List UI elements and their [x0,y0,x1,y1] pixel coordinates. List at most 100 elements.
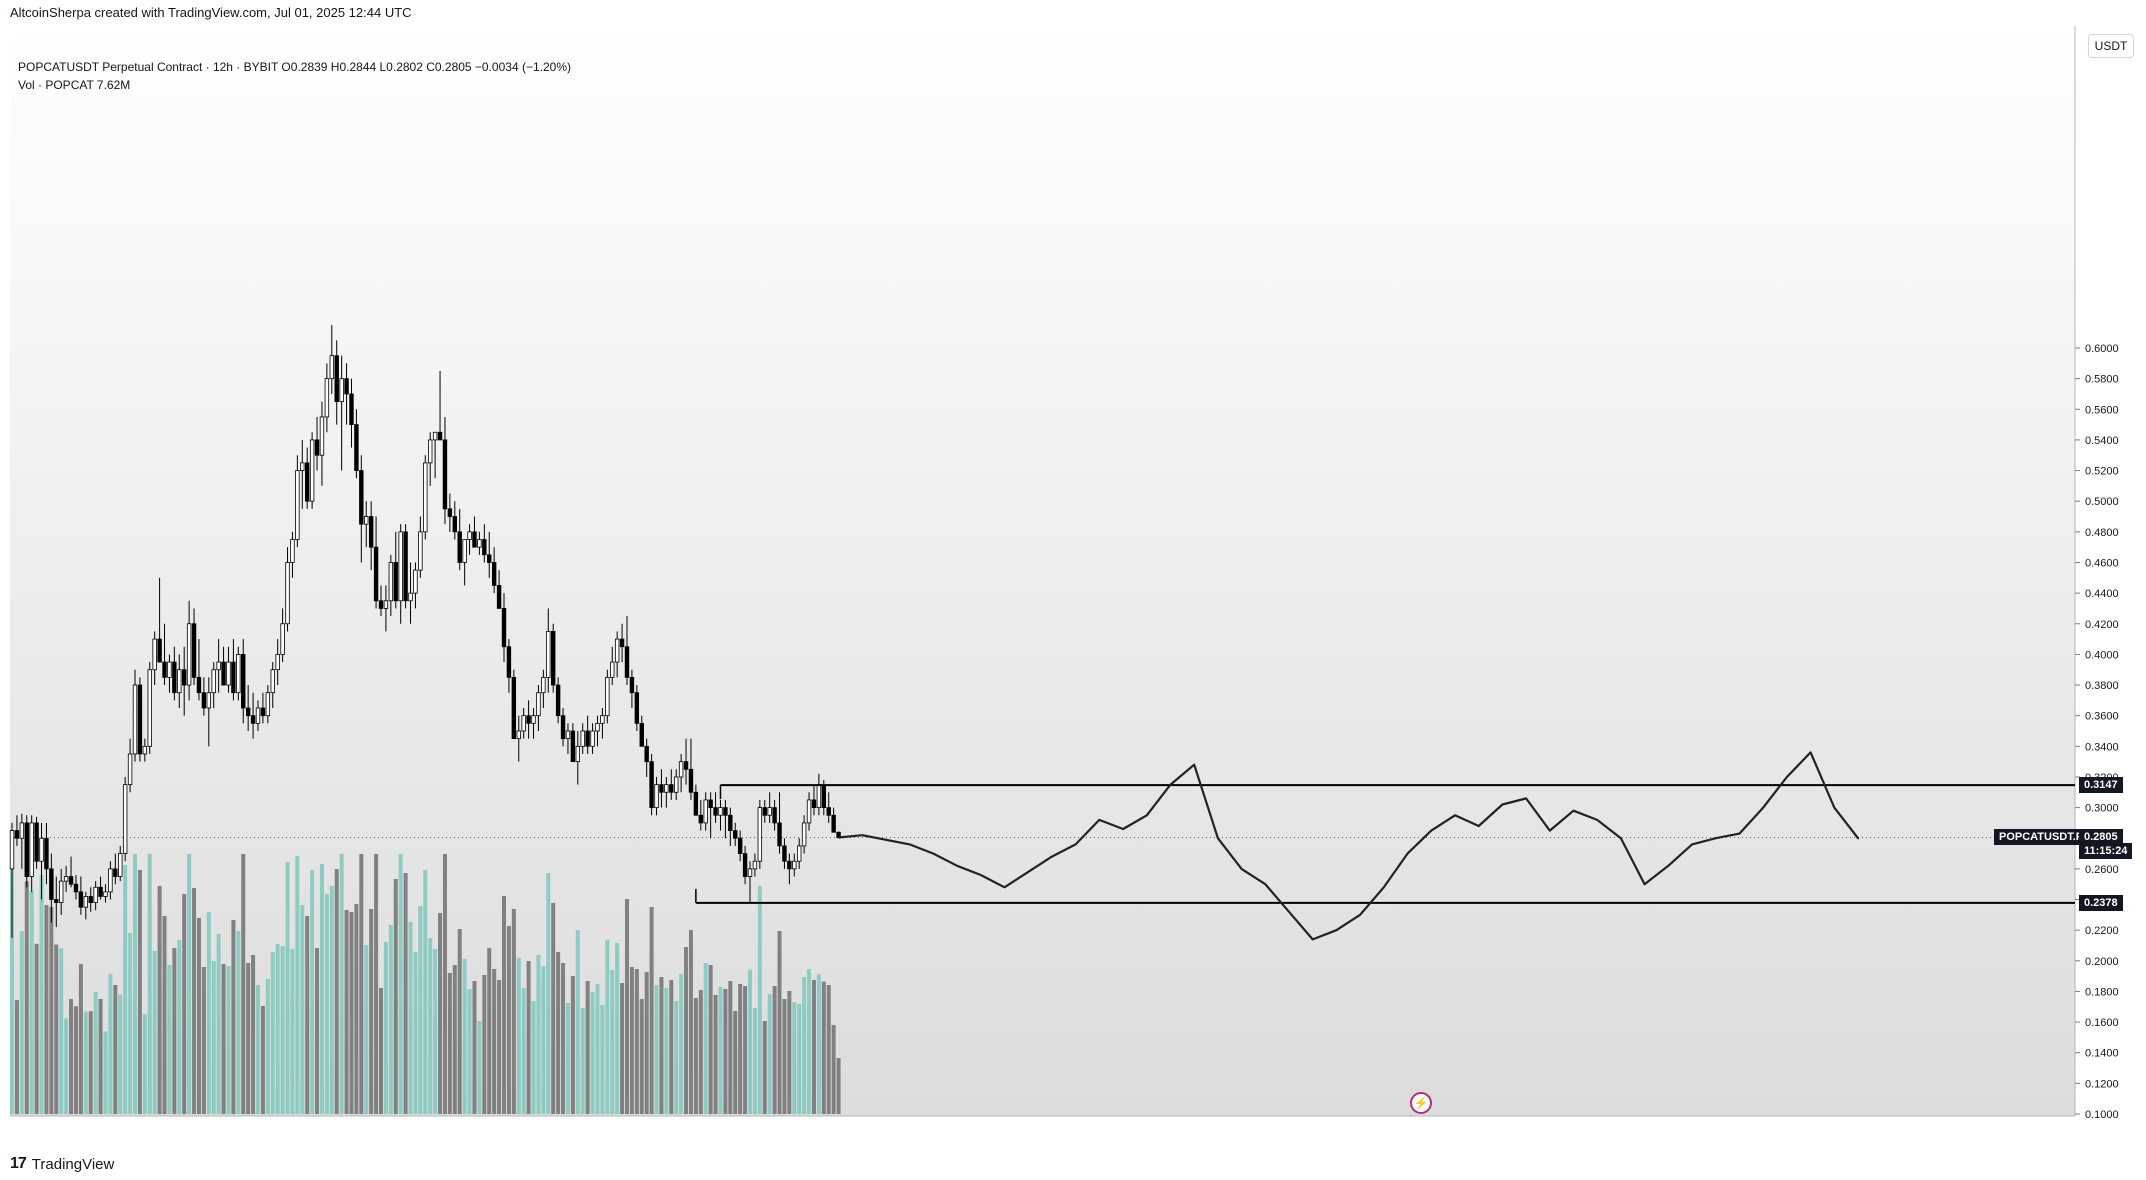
volume-legend[interactable]: Vol · POPCAT 7.62M [18,78,131,92]
volume-bar [703,963,708,1114]
volume-bar [590,992,595,1114]
candle-body [255,707,261,724]
volume-bar [728,981,733,1114]
volume-bar [359,854,364,1114]
candle-body [403,531,408,602]
volume-bar [546,873,551,1114]
candle-body [452,516,457,533]
candle-body [477,539,482,548]
candle-body [196,676,202,694]
candle-body [226,661,231,686]
candle-body [98,886,103,897]
volume-bar [383,942,388,1114]
candle-body [162,661,167,678]
volume-bar [442,854,447,1114]
volume-bar [251,955,256,1114]
candle-body [634,692,640,724]
volume-bar [836,1058,841,1114]
candle-body [693,791,699,816]
candle-body [383,600,389,609]
candle-body [319,416,325,456]
volume-bar [280,946,285,1114]
tradingview-logo-icon: 17 [10,1155,27,1172]
candle-body [683,761,689,770]
bar-countdown-tag: 11:15:24 [2079,843,2133,860]
candle-body [688,768,694,793]
symbol-legend[interactable]: POPCATUSDT Perpetual Contract · 12h · BY… [18,60,571,74]
candle-body [413,569,418,594]
volume-bar [54,944,59,1114]
projection-drawing[interactable] [837,751,1860,941]
volume-bar [600,1005,605,1114]
volume-bar [792,1002,797,1114]
candle-body [472,531,477,548]
volume-bar [585,981,590,1114]
candle-body [772,807,777,824]
volume-bar [743,986,748,1114]
candle-body [68,876,74,885]
candle-body [821,784,826,808]
volume-bar [477,1021,482,1114]
candle-body [34,822,39,862]
candle-body [782,845,787,862]
volume-bar [49,907,54,1114]
plot-background [10,26,2075,1116]
volume-bar [664,988,669,1114]
candle-body [206,692,211,709]
price-tick-label: 0.4400 [2085,588,2119,600]
candle-body [733,830,738,839]
volume-bar [610,970,615,1114]
candle-body [826,807,831,816]
volume-bar [305,916,310,1114]
volume-bar [192,888,197,1114]
candle-body [147,669,152,747]
candle-body [629,676,635,694]
volume-bar [265,979,270,1114]
price-tick-label: 0.1800 [2085,986,2119,998]
chart-canvas[interactable]: 0.6000 0.5800 0.5600 0.5400 0.5200 0.5000 0.48… [0,26,2146,1122]
price-tick-label: 0.4000 [2085,649,2119,661]
volume-bar [757,886,762,1114]
volume-bar [133,854,137,1114]
volume-bar [679,974,684,1114]
lightning-icon[interactable]: ⚡ [1410,1092,1432,1114]
candle-body [309,439,315,502]
candle-body [19,822,25,839]
currency-unit-button[interactable]: USDT [2088,34,2134,58]
candle-body [14,830,20,839]
volume-bar [64,1018,69,1114]
volume-bar [39,875,44,1114]
volume-bar [364,945,369,1114]
volume-bar [698,990,703,1114]
volume-bar [752,1008,757,1114]
volume-bar [324,894,329,1114]
volume-bar [339,854,344,1114]
candle-body [172,661,177,694]
resistance-level-tag: 0.3147 [2079,777,2123,794]
volume-bar [718,987,723,1114]
volume-bar [472,981,477,1114]
volume-bar [413,952,418,1114]
volume-bar [669,980,674,1114]
volume-bar [300,905,305,1114]
candle-body [270,669,275,694]
candle-body [442,439,448,510]
candle-body [585,730,590,747]
candle-body [713,807,718,816]
price-tick-label: 0.5600 [2085,404,2119,416]
candle-body [762,807,767,816]
price-tick-label: 0.2200 [2085,925,2119,937]
volume-bar [772,986,777,1114]
candle-body [511,676,517,740]
candle-body [787,860,792,870]
volume-bar [44,905,49,1114]
candle-body [698,814,703,824]
volume-bar [98,999,103,1114]
chart-area[interactable]: 0.6000 0.5800 0.5600 0.5400 0.5200 0.5000 0.48… [0,26,2146,1122]
candle-body [334,355,339,403]
volume-bar [625,899,629,1114]
candle-body [73,883,79,893]
candle-body [797,845,802,862]
candle-body [575,745,580,763]
candle-body [300,462,305,471]
